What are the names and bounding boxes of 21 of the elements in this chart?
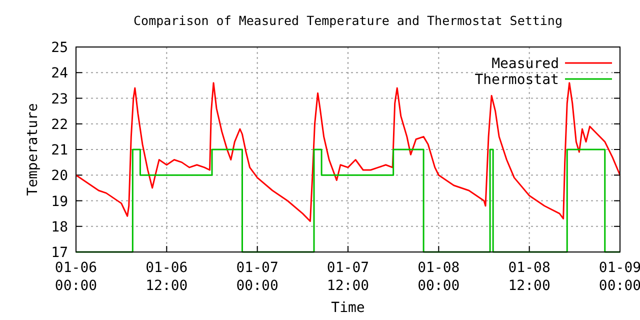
y-tick-label: 19 — [51, 194, 68, 210]
x-tick-label: 01-08 00:00 — [418, 260, 460, 294]
y-axis-title: Temperature — [25, 103, 41, 196]
x-tick-label: 01-08 12:00 — [508, 260, 550, 294]
legend-label: Measured — [492, 56, 559, 72]
legend-label: Thermostat — [474, 72, 559, 88]
x-tick-label: 01-09 00:00 — [598, 260, 640, 294]
x-tick-label: 01-07 00:00 — [236, 260, 278, 294]
y-tick-label: 17 — [51, 245, 68, 261]
x-tick-label: 01-06 12:00 — [146, 260, 188, 294]
chart-title: Comparison of Measured Temperature and Thermostat Setting — [134, 13, 562, 28]
y-tick-label: 23 — [51, 91, 68, 108]
y-tick-label: 22 — [51, 116, 68, 133]
y-tick-label: 18 — [51, 219, 68, 236]
y-tick-label: 25 — [51, 40, 68, 56]
x-tick-label: 01-06 00:00 — [54, 260, 98, 294]
y-tick-label: 24 — [51, 66, 68, 82]
x-axis-title: Time — [331, 300, 365, 316]
x-tick-label: 01-07 12:00 — [326, 260, 370, 294]
y-tick-label: 21 — [51, 142, 68, 158]
y-tick-label: 20 — [51, 168, 68, 184]
